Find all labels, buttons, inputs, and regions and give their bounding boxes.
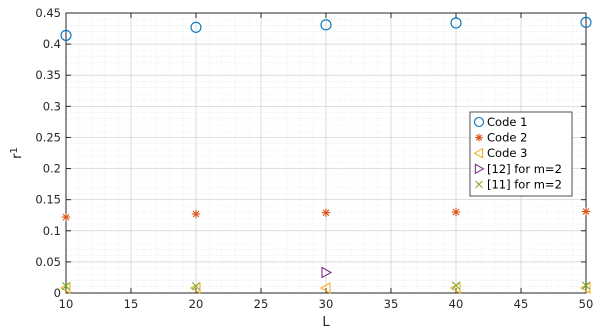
y-tick-label: 0.25 — [35, 130, 61, 144]
data-point-series-2-stroke — [62, 213, 70, 221]
data-point-series-1 — [60, 29, 72, 41]
x-tick-label: 50 — [579, 297, 594, 311]
legend-marker-3-shape — [473, 147, 484, 159]
data-point-series-2-stroke — [192, 210, 200, 218]
x-tick-label: 20 — [189, 297, 204, 311]
y-tick-label: 0.35 — [35, 68, 61, 82]
legend-marker-4-shape — [474, 163, 485, 175]
x-tick-label: 35 — [384, 297, 399, 311]
legend-marker-1 — [473, 116, 485, 128]
data-point-series-5-stroke — [191, 282, 201, 291]
x-tick-label: 30 — [319, 297, 334, 311]
y-tick-label: 0.1 — [43, 224, 61, 238]
legend-label-1: Code 1 — [487, 115, 527, 129]
data-point-series-1 — [450, 17, 462, 29]
legend-marker-2 — [475, 133, 483, 142]
data-point-series-5 — [191, 282, 201, 291]
data-point-series-1-shape — [580, 16, 592, 28]
legend-box — [469, 111, 573, 197]
data-point-series-1-shape — [320, 19, 332, 31]
legend-marker-2-stroke — [475, 134, 483, 141]
data-point-series-1 — [580, 16, 592, 28]
data-point-series-3-shape — [319, 282, 331, 294]
y-tick-label: 0.05 — [35, 255, 61, 269]
data-point-series-2 — [61, 212, 71, 222]
data-point-series-2-stroke — [582, 208, 590, 215]
legend-marker-3 — [473, 147, 484, 159]
x-tick-label: 40 — [449, 297, 464, 311]
data-point-series-4 — [321, 266, 333, 279]
data-point-series-2 — [581, 207, 591, 216]
x-axis-ticks: 10 15 20 25 30 35 40 45 50 — [59, 13, 594, 311]
y-tick-label: 0.45 — [35, 6, 61, 20]
data-point-series-2 — [451, 207, 461, 217]
data-point-series-5-stroke — [61, 282, 71, 291]
legend-label-4: [12] for m=2 — [487, 162, 562, 176]
data-point-series-2 — [321, 208, 331, 217]
y-axis-ticks: 0 0.05 0.1 0.15 0.2 0.25 0.3 0.35 0.4 0.45 — [35, 6, 586, 300]
data-markers — [59, 16, 592, 294]
legend-marker-4 — [474, 163, 485, 175]
y-tick-label: 0.2 — [43, 162, 61, 176]
data-point-series-3 — [319, 282, 331, 294]
data-point-series-5-stroke — [451, 281, 461, 290]
data-point-series-5 — [451, 281, 461, 290]
data-point-series-5 — [581, 281, 591, 290]
x-tick-label: 10 — [59, 297, 74, 311]
x-axis-label: L — [322, 315, 330, 330]
data-point-series-1-shape — [190, 21, 202, 33]
legend-marker-5 — [475, 180, 483, 189]
data-point-series-1-shape — [60, 29, 72, 41]
y-tick-label: 0 — [54, 286, 61, 300]
legend-label-3: Code 3 — [487, 146, 527, 160]
x-tick-label: 25 — [254, 297, 269, 311]
data-point-series-2-stroke — [452, 208, 460, 216]
x-tick-label: 15 — [124, 297, 139, 311]
data-point-series-5-stroke — [581, 281, 591, 290]
y-tick-label: 0.3 — [43, 99, 61, 113]
data-point-series-1-shape — [450, 17, 462, 29]
legend-label-2: Code 2 — [487, 131, 527, 145]
data-point-series-1 — [190, 21, 202, 33]
data-point-series-2 — [191, 209, 201, 219]
y-axis-label-main: r — [10, 153, 25, 159]
y-axis-label: r1 — [9, 147, 25, 159]
y-axis-label-subscript: 1 — [9, 147, 20, 153]
data-point-series-4-shape — [321, 266, 333, 279]
data-point-series-2-stroke — [322, 209, 330, 217]
data-point-series-1 — [320, 19, 332, 31]
legend-marker-5-stroke — [475, 180, 483, 189]
legend-label-5: [11] for m=2 — [487, 177, 562, 191]
y-tick-label: 0.4 — [43, 37, 61, 51]
x-tick-label: 45 — [514, 297, 529, 311]
legend-marker-1-shape — [473, 116, 485, 128]
data-point-series-5 — [61, 282, 71, 291]
y-tick-label: 0.15 — [35, 193, 61, 207]
